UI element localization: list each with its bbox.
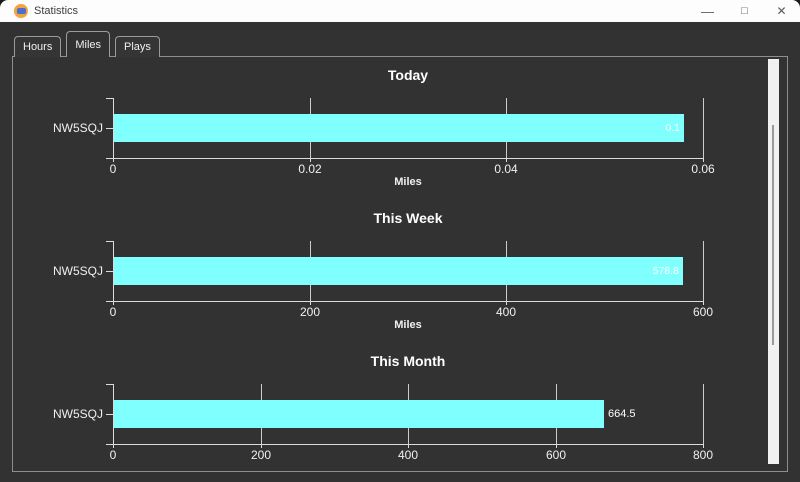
x-tick-label: 0.06 bbox=[691, 162, 715, 176]
x-tick-label: 0.04 bbox=[494, 162, 518, 176]
category-label: NW5SQJ bbox=[52, 121, 103, 135]
x-tick-mark bbox=[703, 444, 704, 448]
category-label: NW5SQJ bbox=[52, 264, 103, 278]
x-tick-mark bbox=[408, 444, 409, 448]
chart-today: Today 0 0.02 0.04 0.06 NW5SQJ 0.1 Miles bbox=[13, 65, 787, 191]
window-controls: — □ ✕ bbox=[689, 0, 800, 22]
x-tick-mark bbox=[506, 301, 507, 305]
tab-miles[interactable]: Miles bbox=[66, 31, 111, 57]
x-tick-mark bbox=[310, 158, 311, 162]
chart-title: This Month bbox=[370, 353, 446, 369]
bar: 0.1 bbox=[114, 114, 684, 142]
x-tick-label: 0.02 bbox=[298, 162, 322, 176]
chart-title: Today bbox=[387, 67, 429, 83]
gridline bbox=[703, 98, 704, 158]
plot-area: 578.8 bbox=[106, 241, 704, 305]
x-tick-mark bbox=[261, 444, 262, 448]
scrollbar-thumb[interactable] bbox=[772, 125, 774, 345]
tab-strip: Hours Miles Plays bbox=[14, 31, 165, 57]
x-tick-label: 0 bbox=[109, 448, 117, 462]
chart-this-week: This Week 0 200 400 600 NW5SQJ 578.8 Miles bbox=[13, 208, 787, 334]
chart-this-month: This Month 0 200 400 600 800 NW5SQJ 664.5 bbox=[13, 351, 787, 477]
x-tick-label: 400 bbox=[397, 448, 419, 462]
x-tick-mark bbox=[703, 158, 704, 162]
app-icon-glyph bbox=[16, 8, 26, 14]
x-axis-line bbox=[113, 444, 703, 445]
x-tick-label: 200 bbox=[250, 448, 272, 462]
app-icon bbox=[14, 4, 28, 18]
y-tick-mark bbox=[106, 384, 113, 385]
bar bbox=[114, 400, 604, 428]
x-tick-label: 600 bbox=[692, 305, 714, 319]
plot-area: 0.1 bbox=[106, 98, 704, 162]
tab-hours[interactable]: Hours bbox=[14, 36, 62, 57]
x-tick-label: 600 bbox=[545, 448, 567, 462]
y-axis-line bbox=[113, 241, 114, 302]
minimize-button[interactable]: — bbox=[701, 3, 714, 19]
y-tick-mark bbox=[106, 98, 113, 99]
y-tick-mark bbox=[106, 158, 113, 159]
bar-value-label: 0.1 bbox=[665, 122, 680, 134]
x-tick-mark bbox=[703, 301, 704, 305]
x-tick-mark bbox=[310, 301, 311, 305]
x-tick-label: 0 bbox=[109, 162, 117, 176]
tab-page-miles: Today 0 0.02 0.04 0.06 NW5SQJ 0.1 Miles This Wee… bbox=[12, 56, 788, 472]
x-tick-mark bbox=[113, 301, 114, 305]
y-tick-mark bbox=[106, 414, 113, 415]
vertical-scrollbar[interactable] bbox=[768, 59, 779, 464]
x-axis-line bbox=[113, 301, 703, 302]
y-axis-line bbox=[113, 384, 114, 445]
window-title: Statistics bbox=[34, 5, 79, 17]
x-axis-line bbox=[113, 158, 703, 159]
gridline bbox=[703, 241, 704, 301]
x-tick-label: 400 bbox=[495, 305, 517, 319]
y-tick-mark bbox=[106, 444, 113, 445]
close-button[interactable]: ✕ bbox=[776, 4, 787, 18]
x-tick-label: 800 bbox=[692, 448, 714, 462]
bar-value-label: 578.8 bbox=[652, 265, 679, 277]
y-tick-mark bbox=[106, 241, 113, 242]
maximize-button[interactable]: □ bbox=[741, 5, 748, 17]
x-tick-mark bbox=[506, 158, 507, 162]
x-tick-mark bbox=[113, 158, 114, 162]
plot-area: 664.5 bbox=[106, 384, 704, 448]
chart-title: This Week bbox=[373, 210, 443, 226]
category-label: NW5SQJ bbox=[52, 407, 103, 421]
bar: 578.8 bbox=[114, 257, 683, 285]
y-axis-line bbox=[113, 98, 114, 159]
bar-value-label: 664.5 bbox=[608, 408, 636, 420]
x-tick-mark bbox=[556, 444, 557, 448]
x-tick-mark bbox=[113, 444, 114, 448]
y-tick-mark bbox=[106, 128, 113, 129]
x-axis-title: Miles bbox=[394, 176, 422, 188]
tab-plays[interactable]: Plays bbox=[115, 36, 160, 57]
x-axis-title: Miles bbox=[394, 319, 422, 331]
x-tick-label: 0 bbox=[109, 305, 117, 319]
gridline bbox=[703, 384, 704, 444]
title-bar: Statistics — □ ✕ bbox=[0, 0, 800, 22]
x-tick-label: 200 bbox=[299, 305, 321, 319]
y-tick-mark bbox=[106, 271, 113, 272]
y-tick-mark bbox=[106, 301, 113, 302]
